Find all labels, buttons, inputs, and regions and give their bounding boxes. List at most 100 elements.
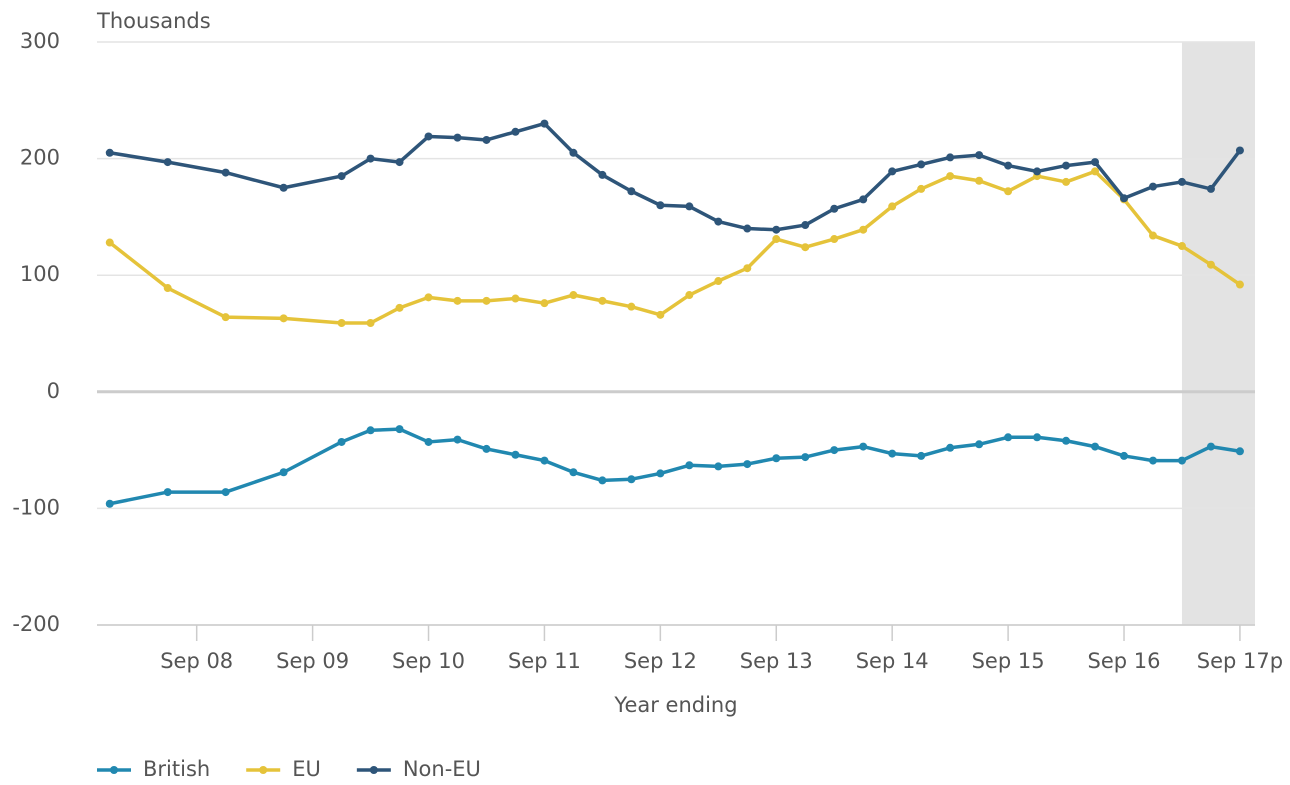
x-tick-label: Sep 12 (624, 649, 697, 673)
data-point (1062, 161, 1071, 170)
x-tick-label: Sep 16 (1088, 649, 1161, 673)
data-point (511, 294, 520, 303)
data-point (482, 135, 491, 144)
data-point (801, 453, 810, 462)
legend-marker (259, 766, 268, 774)
data-point (1235, 447, 1244, 456)
legend-marker (369, 766, 378, 774)
data-point (1177, 177, 1186, 186)
data-point (1062, 177, 1071, 186)
data-point (1033, 167, 1042, 176)
data-point (975, 151, 984, 160)
data-point (569, 148, 578, 157)
data-point (221, 168, 230, 177)
data-point (946, 172, 955, 181)
legend-marker (110, 766, 118, 774)
data-point (627, 475, 636, 484)
data-point (1004, 161, 1013, 170)
data-point (743, 264, 752, 273)
data-point (1120, 194, 1129, 203)
data-point (424, 293, 433, 302)
data-point (888, 202, 897, 211)
data-point (946, 443, 955, 452)
data-point (221, 313, 230, 322)
data-point (1091, 167, 1100, 176)
data-point (1206, 260, 1215, 269)
data-point (830, 446, 839, 455)
data-point (453, 296, 462, 305)
data-point (975, 176, 984, 185)
data-point (772, 235, 781, 244)
data-point (279, 314, 288, 323)
data-point (888, 167, 897, 176)
y-tick-label: -200 (12, 612, 60, 636)
data-point (714, 462, 723, 471)
data-point (279, 183, 288, 192)
data-point (1120, 451, 1129, 460)
data-point (395, 425, 404, 434)
x-tick-label: Sep 11 (508, 649, 581, 673)
data-point (685, 291, 694, 300)
data-point (366, 154, 375, 163)
data-point (1148, 182, 1157, 191)
data-point (366, 319, 375, 328)
data-point (105, 499, 114, 508)
data-point (1062, 436, 1071, 445)
forecast-shade (1181, 42, 1255, 625)
data-point (453, 435, 462, 444)
data-point (540, 119, 549, 128)
data-point (511, 450, 520, 459)
data-point (772, 454, 781, 463)
data-point (1148, 456, 1157, 465)
data-point (714, 277, 723, 286)
data-point (830, 235, 839, 244)
x-tick-label: Sep 17p (1197, 649, 1283, 673)
data-point (598, 170, 607, 179)
data-point (598, 296, 607, 305)
data-point (1206, 184, 1215, 193)
y-tick-label: 200 (20, 146, 60, 170)
data-point (163, 488, 172, 497)
data-point (743, 224, 752, 233)
data-point (859, 195, 868, 204)
data-point (859, 442, 868, 451)
data-point (221, 488, 230, 497)
data-point (801, 221, 810, 230)
x-tick-label: Sep 14 (856, 649, 929, 673)
data-point (1091, 442, 1100, 451)
data-point (946, 153, 955, 162)
x-axis-label: Year ending (613, 693, 737, 717)
series-line (109, 121, 1242, 232)
data-point (888, 449, 897, 458)
data-point (569, 291, 578, 300)
x-tick-label: Sep 13 (740, 649, 813, 673)
data-point (975, 440, 984, 449)
data-point (453, 133, 462, 142)
y-axis-label: Thousands (96, 9, 211, 33)
data-point (105, 148, 114, 157)
data-point (917, 451, 926, 460)
data-point (1206, 442, 1215, 451)
data-point (337, 172, 346, 181)
data-point (337, 319, 346, 328)
data-point (1235, 280, 1244, 289)
data-point (1177, 456, 1186, 465)
data-point (859, 225, 868, 234)
series-line (108, 169, 1241, 325)
data-point (366, 426, 375, 435)
data-point (105, 238, 114, 247)
data-point (1148, 231, 1157, 240)
data-point (540, 299, 549, 308)
x-tick-label: Sep 15 (972, 649, 1045, 673)
data-point (569, 468, 578, 477)
data-point (1004, 433, 1013, 442)
data-point (540, 456, 549, 465)
data-point (830, 204, 839, 213)
data-point (279, 468, 288, 477)
data-point (714, 217, 723, 226)
data-point (685, 202, 694, 211)
x-tick-label: Sep 10 (392, 649, 465, 673)
data-point (801, 243, 810, 252)
data-point (163, 158, 172, 167)
